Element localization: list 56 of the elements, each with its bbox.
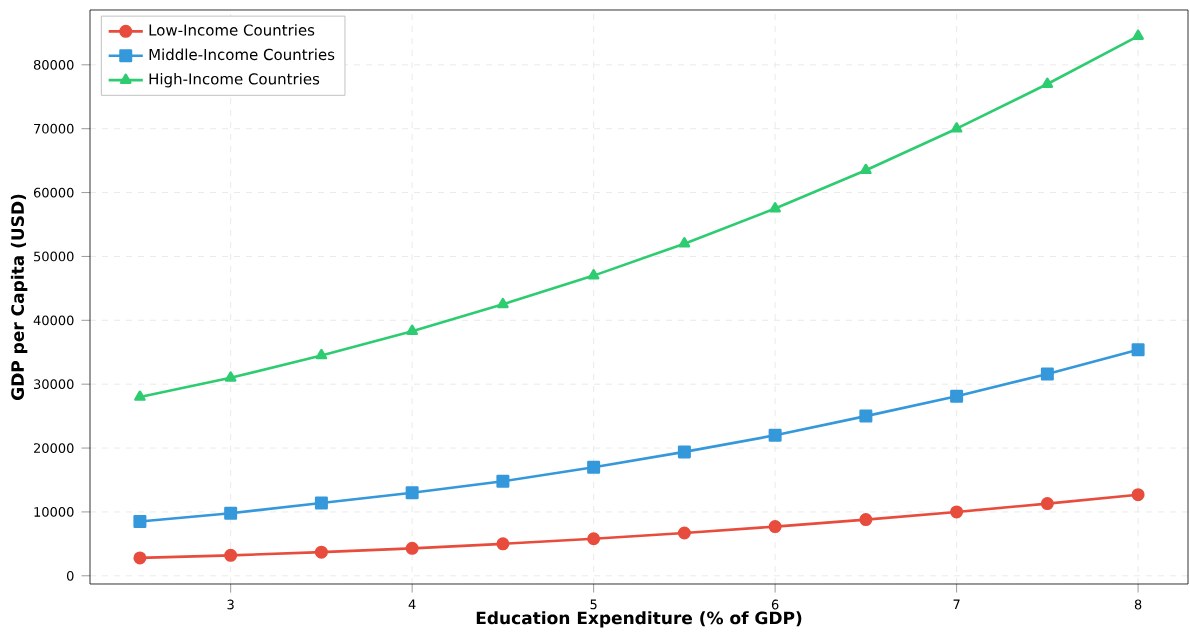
point <box>314 496 328 510</box>
point <box>405 486 419 500</box>
point <box>406 324 418 335</box>
point <box>497 297 509 309</box>
y-tick-label: 70000 <box>34 123 74 134</box>
point <box>224 506 238 520</box>
legend-label: Low-Income Countries <box>149 24 315 36</box>
x-tick-label: 3 <box>227 599 234 610</box>
y-tick-label: 80000 <box>33 59 74 70</box>
x-tick-label: 8 <box>1134 599 1142 610</box>
point <box>587 532 601 546</box>
x-axis-title: Education Expenditure (% of GDP) <box>476 611 802 628</box>
point <box>1132 29 1144 40</box>
point <box>859 409 873 423</box>
x-tick-label: 4 <box>408 599 416 609</box>
x-tick-label: 7 <box>953 599 960 609</box>
y-tick-label: 50000 <box>34 251 74 262</box>
point <box>315 348 328 360</box>
point <box>587 460 601 474</box>
point <box>678 237 691 248</box>
y-tick-label: 0 <box>66 570 74 581</box>
point <box>314 545 328 559</box>
x-tick-label: 6 <box>771 599 779 610</box>
point <box>768 428 782 442</box>
point <box>950 505 964 519</box>
point <box>496 537 510 551</box>
point <box>1131 488 1145 502</box>
point <box>496 474 510 488</box>
point <box>677 526 691 540</box>
point <box>1041 77 1054 88</box>
y-tick-label: 20000 <box>33 443 74 453</box>
point <box>950 122 963 133</box>
y-tick-label: 10000 <box>34 506 74 517</box>
point <box>224 548 238 562</box>
point <box>1040 496 1054 510</box>
point <box>860 163 872 174</box>
point <box>587 268 600 280</box>
point <box>1040 367 1054 381</box>
point <box>768 519 782 533</box>
y-tick-label: 60000 <box>33 187 74 198</box>
y-tick-label: 30000 <box>34 379 74 389</box>
y-axis-title: GDP per Capita (USD) <box>10 194 28 400</box>
point <box>133 514 147 528</box>
point <box>859 512 873 526</box>
point <box>1131 343 1145 357</box>
point <box>133 551 147 565</box>
point <box>134 390 146 401</box>
point <box>224 371 237 382</box>
legend-label: High-Income Countries <box>149 72 320 88</box>
point <box>769 201 781 213</box>
point <box>405 541 419 555</box>
y-tick-label: 40000 <box>33 315 74 326</box>
x-tick-label: 5 <box>590 599 597 610</box>
point <box>950 389 964 403</box>
legend-label: Middle-Income Countries <box>149 48 335 61</box>
point <box>677 445 691 459</box>
